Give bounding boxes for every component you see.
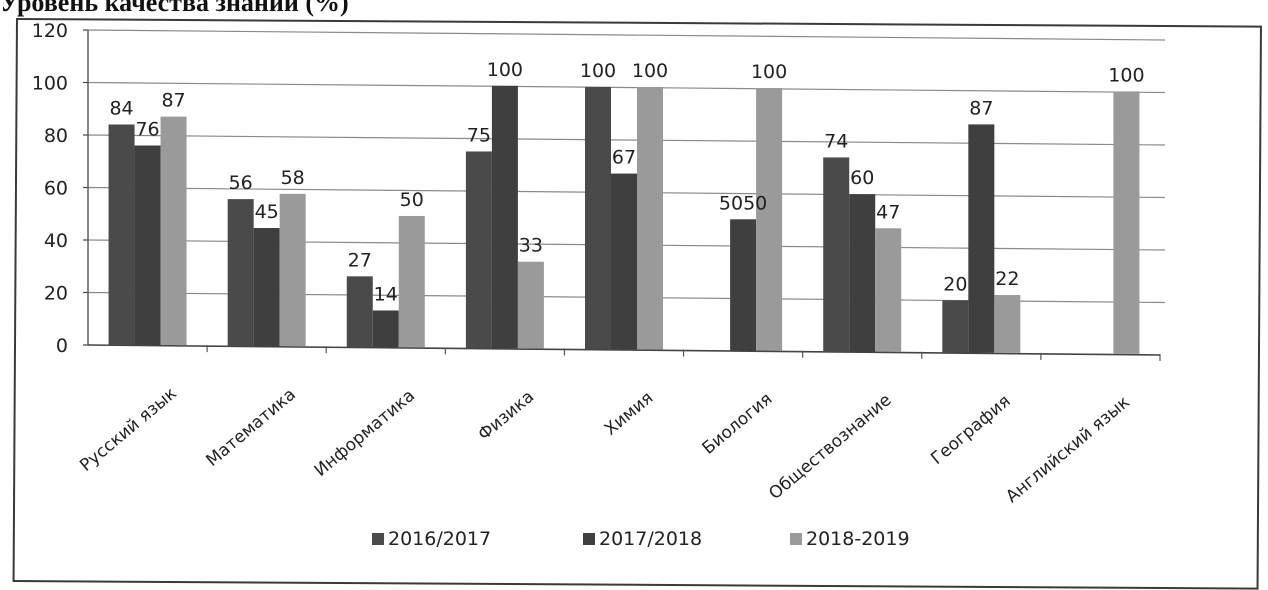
y-tick-label: 40 bbox=[44, 230, 68, 252]
bars bbox=[108, 85, 1140, 354]
bar bbox=[227, 199, 254, 347]
legend-swatch bbox=[790, 533, 802, 545]
category-label: Обществознание bbox=[765, 390, 895, 504]
y-tick-label: 120 bbox=[32, 20, 68, 42]
data-labels: 84 56 27 75 100 74 20 76 45 14 100 67 5050 60 87 87 58 50… bbox=[109, 59, 1144, 306]
bar bbox=[942, 300, 969, 353]
data-label: 56 bbox=[229, 172, 253, 194]
bar bbox=[491, 85, 518, 349]
data-label: 67 bbox=[612, 147, 636, 169]
data-label: 33 bbox=[519, 235, 543, 257]
category-label: География bbox=[927, 391, 1014, 469]
bar bbox=[585, 86, 611, 350]
x-axis bbox=[87, 344, 1161, 356]
data-label: 60 bbox=[850, 167, 874, 189]
category-label: Биология bbox=[699, 389, 777, 459]
data-label: 100 bbox=[487, 59, 523, 81]
bar bbox=[730, 219, 757, 351]
bar bbox=[611, 173, 637, 350]
bar bbox=[398, 215, 425, 348]
bar bbox=[517, 261, 544, 349]
bar bbox=[465, 151, 492, 349]
bar bbox=[994, 295, 1021, 353]
y-tick-label: 100 bbox=[32, 73, 68, 95]
bar bbox=[849, 194, 876, 352]
bar bbox=[134, 145, 161, 345]
y-tick-label: 60 bbox=[44, 178, 68, 200]
data-label: 5050 bbox=[719, 192, 767, 214]
bar bbox=[968, 124, 995, 353]
category-label: Математика bbox=[203, 385, 300, 471]
data-label: 20 bbox=[943, 273, 967, 295]
data-label: 87 bbox=[161, 90, 185, 112]
data-label: 100 bbox=[580, 60, 616, 82]
data-label: 50 bbox=[400, 189, 424, 211]
category-label: Русский язык bbox=[76, 384, 181, 476]
gridline bbox=[87, 134, 1166, 146]
axes: 0 20 40 60 80 100 120 bbox=[32, 20, 1161, 361]
data-label: 76 bbox=[135, 119, 159, 141]
data-label: 87 bbox=[969, 97, 993, 119]
y-tick-label: 80 bbox=[44, 125, 68, 147]
bar bbox=[875, 228, 902, 352]
data-label: 100 bbox=[1108, 64, 1144, 86]
category-label: Информатика bbox=[311, 386, 419, 481]
data-label: 27 bbox=[348, 249, 372, 271]
bar bbox=[1113, 91, 1140, 354]
legend-label: 2016/2017 bbox=[388, 528, 491, 550]
gridline bbox=[87, 29, 1166, 41]
data-label: 47 bbox=[876, 201, 900, 223]
category-labels: Русский язык Математика Информатика Физика Х… bbox=[76, 384, 1133, 508]
data-label: 74 bbox=[824, 130, 848, 152]
bar bbox=[253, 227, 280, 347]
bar bbox=[823, 157, 850, 352]
bar bbox=[372, 310, 399, 348]
data-label: 75 bbox=[467, 124, 491, 146]
data-label: 22 bbox=[995, 268, 1019, 290]
legend-label: 2017/2018 bbox=[599, 528, 702, 550]
data-label: 84 bbox=[109, 98, 133, 120]
data-label: 45 bbox=[255, 201, 279, 223]
category-label: Химия bbox=[601, 388, 657, 440]
bar bbox=[756, 88, 783, 351]
data-label: 100 bbox=[751, 61, 787, 83]
chart-title: Уровень качества знаний (%) bbox=[0, 0, 349, 17]
category-label: Физика bbox=[474, 387, 538, 445]
bar bbox=[346, 276, 373, 348]
legend: 2016/2017 2017/2018 2018-2019 bbox=[372, 528, 910, 550]
bar bbox=[108, 124, 135, 345]
gridline bbox=[87, 81, 1166, 94]
bar bbox=[637, 86, 663, 350]
bar bbox=[160, 116, 187, 345]
bar bbox=[279, 193, 306, 347]
legend-label: 2018-2019 bbox=[806, 528, 910, 550]
data-label: 14 bbox=[374, 283, 398, 305]
data-label: 100 bbox=[632, 60, 668, 82]
data-label: 58 bbox=[281, 167, 305, 189]
category-label: Английский язык bbox=[1002, 392, 1133, 507]
y-tick-label: 0 bbox=[56, 335, 68, 357]
legend-swatch bbox=[583, 533, 595, 545]
y-tick-label: 20 bbox=[44, 283, 68, 305]
legend-swatch bbox=[372, 533, 384, 545]
